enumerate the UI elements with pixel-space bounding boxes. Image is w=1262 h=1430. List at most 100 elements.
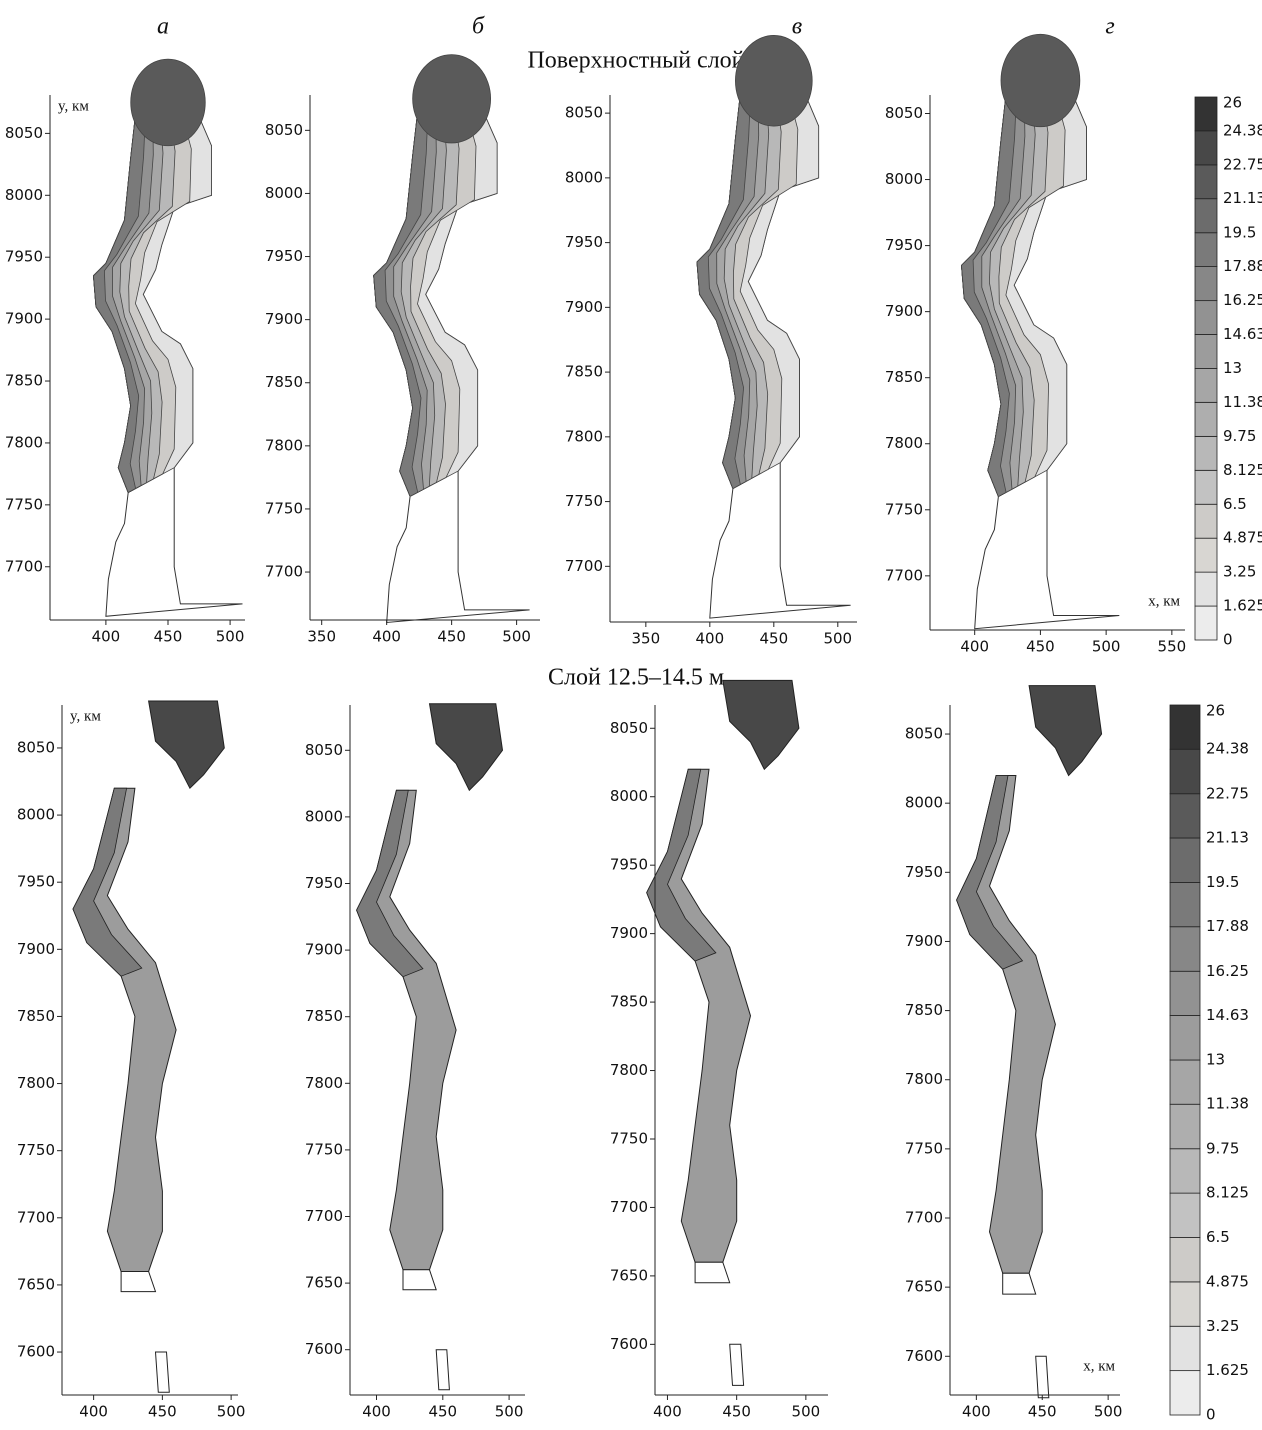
y-tick-label: 7900: [885, 302, 923, 320]
colorbar-label: 22.75: [1223, 155, 1262, 173]
y-tick-label: 7950: [610, 856, 648, 874]
y-tick-label: 7950: [265, 247, 303, 265]
contour-band: [402, 1269, 437, 1291]
colorbar-label: 17.88: [1223, 257, 1262, 275]
y-tick-label: 8000: [610, 787, 648, 805]
colorbar-label: 26: [1206, 702, 1225, 720]
x-tick-label: 550: [1158, 638, 1187, 656]
y-tick-label: 7600: [610, 1335, 648, 1353]
colorbar-band: [1169, 1281, 1201, 1327]
y-tick-label: 7750: [5, 495, 43, 513]
x-tick-label: 350: [307, 628, 336, 646]
colorbar-band: [1169, 882, 1201, 928]
colorbar-band: [1194, 571, 1218, 607]
y-tick-label: 8000: [265, 184, 303, 202]
contour-band: [130, 58, 206, 147]
colorbar-label: 16.25: [1223, 291, 1262, 309]
y-tick-label: 7700: [885, 566, 923, 584]
y-tick-label: 8050: [885, 104, 923, 122]
y-tick-label: 7600: [905, 1347, 943, 1365]
x-axis-label: x, км: [1083, 1358, 1115, 1374]
colorbar-label: 14.63: [1223, 325, 1262, 343]
y-tick-label: 7900: [265, 310, 303, 328]
colorbar-band: [1194, 300, 1218, 335]
y-tick-label: 7750: [305, 1140, 343, 1158]
y-tick-label: 7850: [5, 372, 43, 390]
colorbar-label: 0: [1206, 1406, 1216, 1424]
y-tick-label: 8000: [885, 170, 923, 188]
x-axis-label: x, км: [1148, 593, 1180, 609]
y-tick-label: 7800: [905, 1070, 943, 1088]
y-tick-label: 8050: [905, 725, 943, 743]
x-tick-label: 500: [495, 1403, 524, 1421]
colorbar-label: 21.13: [1206, 828, 1249, 846]
contour-band: [72, 787, 143, 977]
colorbar-label: 11.38: [1223, 393, 1262, 411]
colorbar-label: 9.75: [1206, 1139, 1239, 1157]
y-tick-label: 7700: [305, 1207, 343, 1225]
contour-band: [1028, 685, 1103, 777]
colorbar-band: [1169, 1103, 1201, 1150]
contour-band: [412, 54, 492, 144]
y-tick-label: 7600: [305, 1340, 343, 1358]
colorbar-band: [1169, 837, 1201, 883]
contour-band: [1002, 1272, 1037, 1295]
colorbar-band: [1169, 970, 1201, 1016]
colorbar-band: [1194, 605, 1218, 641]
colorbar-band: [1169, 1325, 1201, 1372]
colorbar-band: [1194, 368, 1218, 403]
x-tick-label: 450: [1028, 1403, 1057, 1421]
colorbar-label: 3.25: [1206, 1317, 1239, 1335]
y-tick-label: 7900: [17, 940, 55, 958]
y-tick-label: 7700: [905, 1209, 943, 1227]
colorbar-band: [1194, 503, 1218, 539]
contour-band: [696, 80, 752, 490]
y-tick-label: 8050: [610, 719, 648, 737]
contour-band: [356, 789, 457, 1271]
y-tick-label: 7750: [885, 500, 923, 518]
colorbar-band: [1169, 1237, 1201, 1283]
colorbar-label: 13: [1223, 359, 1242, 377]
colorbar-label: 4.875: [1223, 529, 1262, 547]
y-tick-label: 7750: [17, 1141, 55, 1159]
column-label: б: [472, 14, 485, 40]
y-tick-label: 8050: [5, 124, 43, 142]
colorbar-label: 16.25: [1206, 962, 1249, 980]
y-tick-label: 7800: [5, 433, 43, 451]
colorbar-band: [1169, 1192, 1201, 1238]
colorbar-band: [1194, 130, 1218, 166]
colorbar-band: [1194, 334, 1218, 369]
colorbar-band: [1169, 748, 1201, 795]
x-tick-label: 500: [823, 630, 852, 648]
contour-band: [120, 1271, 157, 1293]
x-tick-label: 450: [428, 1403, 457, 1421]
contour-band: [93, 102, 147, 494]
contour-band: [72, 787, 177, 1272]
y-tick-label: 7800: [17, 1074, 55, 1092]
y-tick-label: 7650: [17, 1275, 55, 1293]
contour-band: [1035, 1355, 1050, 1399]
x-tick-label: 500: [502, 628, 531, 646]
colorbar-band: [1194, 537, 1218, 573]
contour-band: [722, 679, 800, 771]
x-tick-label: 500: [216, 628, 245, 646]
x-tick-label: 500: [1092, 638, 1121, 656]
colorbar-label: 26: [1223, 94, 1242, 112]
y-tick-label: 7850: [610, 993, 648, 1011]
contour-band: [956, 775, 1056, 1274]
y-tick-label: 7700: [565, 557, 603, 575]
colorbar-label: 4.875: [1206, 1272, 1249, 1290]
colorbar-label: 21.13: [1223, 189, 1262, 207]
y-tick-label: 7650: [905, 1278, 943, 1296]
colorbar-label: 0: [1223, 631, 1233, 649]
x-tick-label: 400: [960, 638, 989, 656]
x-tick-label: 500: [792, 1403, 821, 1421]
x-tick-label: 500: [1094, 1403, 1123, 1421]
contour-band: [694, 1261, 731, 1284]
colorbar-label: 3.25: [1223, 563, 1256, 581]
y-tick-label: 7750: [610, 1129, 648, 1147]
colorbar-label: 19.5: [1223, 223, 1256, 241]
y-tick-label: 8000: [905, 794, 943, 812]
colorbar-band: [1169, 1148, 1201, 1194]
